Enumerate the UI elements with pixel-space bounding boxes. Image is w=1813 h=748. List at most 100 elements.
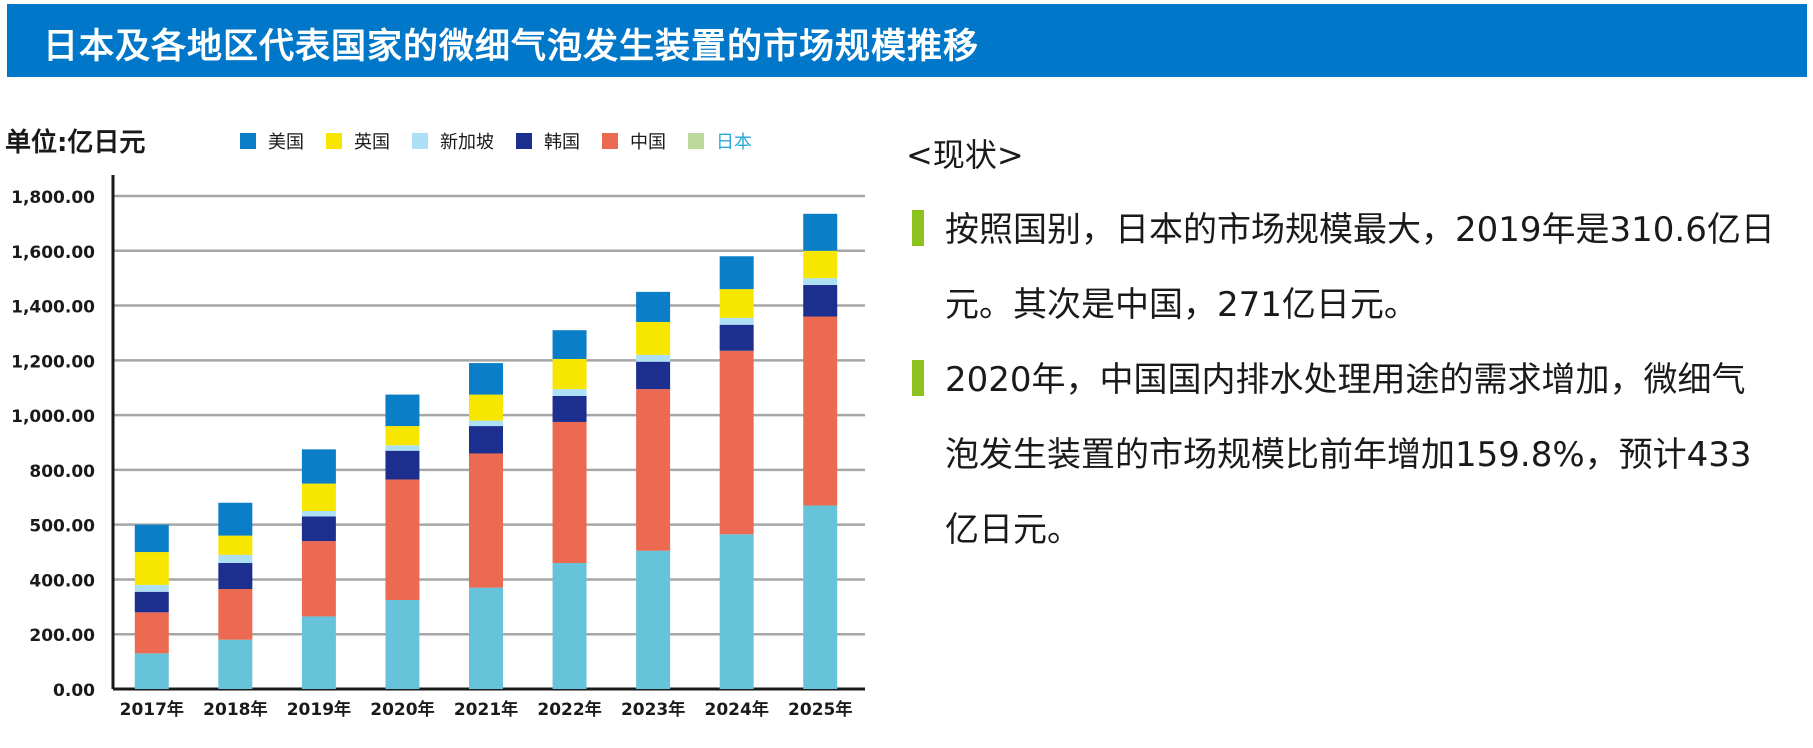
legend-item-japan: 日本 (688, 128, 752, 154)
y-tick-label: 1,400.00 (11, 298, 95, 318)
status-line-3: 2020年，中国国内排水处理用途的需求增加，微细气 (945, 360, 1746, 400)
title-banner: 日本及各地区代表国家的微细气泡发生装置的市场规模推移 (7, 4, 1807, 77)
bar-segment (469, 453, 503, 588)
bar-segment (719, 256, 754, 290)
bar-segment (636, 321, 671, 355)
bar-segment (803, 505, 838, 689)
y-tick-label: 500.00 (29, 517, 95, 537)
x-tick-label: 2024年 (705, 699, 769, 720)
bullet-marker-2 (912, 360, 924, 396)
y-tick-label: 200.00 (29, 626, 95, 646)
legend-label-uk: 英国 (354, 132, 390, 153)
bar-segment (552, 395, 587, 422)
bar-segment (552, 563, 587, 689)
bar-segment (469, 394, 503, 421)
status-line-1: 按照国别，日本的市场规模最大，2019年是310.6亿日 (945, 210, 1775, 250)
legend-item-uk: 英国 (326, 128, 390, 154)
x-tick-label: 2021年 (454, 699, 518, 720)
bar-segment (636, 291, 671, 322)
status-line-5: 亿日元。 (945, 510, 1081, 550)
legend-label-singapore: 新加坡 (440, 132, 494, 153)
bar-segment (552, 389, 587, 396)
bar-segment (301, 510, 336, 517)
x-tick-label: 2023年 (621, 699, 685, 720)
x-tick-label: 2020年 (370, 699, 434, 720)
unit-label: 单位:亿日元 (5, 128, 146, 158)
bar-segment (385, 599, 420, 689)
y-tick-label: 1,800.00 (11, 188, 95, 208)
legend-swatch-korea (516, 133, 532, 149)
bar-segment (301, 616, 336, 689)
bar-segment (134, 612, 169, 654)
bar-segment (134, 552, 169, 585)
x-tick-label: 2022年 (537, 699, 601, 720)
y-tick-label: 1,200.00 (11, 352, 95, 372)
bar-segment (552, 421, 587, 564)
legend-swatch-japan (688, 133, 704, 149)
x-tick-label: 2018年 (203, 699, 267, 720)
legend-label-us: 美国 (268, 132, 304, 153)
bar-segment (636, 550, 671, 689)
y-tick-label: 1,600.00 (11, 243, 95, 263)
page-title: 日本及各地区代表国家的微细气泡发生装置的市场规模推移 (43, 27, 980, 67)
bar-segment (301, 541, 336, 617)
bar-segment (218, 502, 253, 536)
y-tick-label: 1,000.00 (11, 407, 95, 427)
bullet-marker-1 (912, 210, 924, 246)
bar-segment (636, 389, 671, 551)
x-tick-label: 2019年 (287, 699, 351, 720)
bar-segment (719, 317, 754, 325)
legend-label-china: 中国 (630, 132, 666, 153)
bar-segment (636, 361, 671, 390)
legend-swatch-uk (326, 133, 342, 149)
bar-segment (469, 363, 503, 395)
bar-segment (469, 587, 503, 689)
bar-segment (552, 358, 587, 390)
bar-segment (218, 589, 253, 640)
bar-segment (385, 479, 420, 600)
chart-legend: 美国 英国 新加坡 韩国 中国 日本 (240, 128, 774, 154)
bar-segment (469, 426, 503, 454)
legend-item-korea: 韩国 (516, 128, 580, 154)
x-tick-label: 2017年 (120, 699, 184, 720)
bar-segment (385, 394, 420, 427)
bar-segment (803, 316, 838, 506)
bar-segment (552, 330, 587, 359)
bar-segment (301, 516, 336, 542)
bar-segment (218, 554, 253, 564)
status-line-4: 泡发生装置的市场规模比前年增加159.8%，预计433 (945, 435, 1752, 475)
legend-item-singapore: 新加坡 (412, 128, 494, 154)
status-line-2: 元。其次是中国，271亿日元。 (945, 285, 1418, 325)
legend-item-china: 中国 (602, 128, 666, 154)
legend-swatch-china (602, 133, 618, 149)
bar-segment (301, 449, 336, 484)
stacked-bar-chart: 0.00 200.00 400.00 500.00 800.00 1,000.00 1,20… (11, 175, 865, 720)
y-tick-label: 0.00 (53, 681, 95, 701)
bar-segment (385, 445, 420, 451)
legend-label-japan: 日本 (716, 132, 752, 153)
y-tick-label: 800.00 (29, 462, 95, 482)
x-tick-label: 2025年 (788, 699, 852, 720)
bar-segment (719, 324, 754, 351)
bar-segment (134, 653, 169, 689)
bar-segment (719, 289, 754, 318)
bar-segment (719, 534, 754, 689)
bar-segment (385, 426, 420, 446)
bar-segment (218, 563, 253, 590)
bar-segment (134, 524, 169, 553)
bar-segment (803, 278, 838, 286)
legend-swatch-us (240, 133, 256, 149)
legend-swatch-singapore (412, 133, 428, 149)
bar-segment (636, 354, 671, 362)
status-heading: <现状> (906, 136, 1024, 174)
bar-segment (134, 591, 169, 613)
bar-segment (301, 483, 336, 511)
bar-segment (803, 285, 838, 317)
bar-segment (803, 250, 838, 279)
bar-segment (218, 639, 253, 689)
bar-segment (803, 213, 838, 251)
legend-label-korea: 韩国 (544, 132, 580, 153)
bar-segment (218, 535, 253, 555)
bar-segment (469, 420, 503, 427)
bar-segment (134, 584, 169, 592)
